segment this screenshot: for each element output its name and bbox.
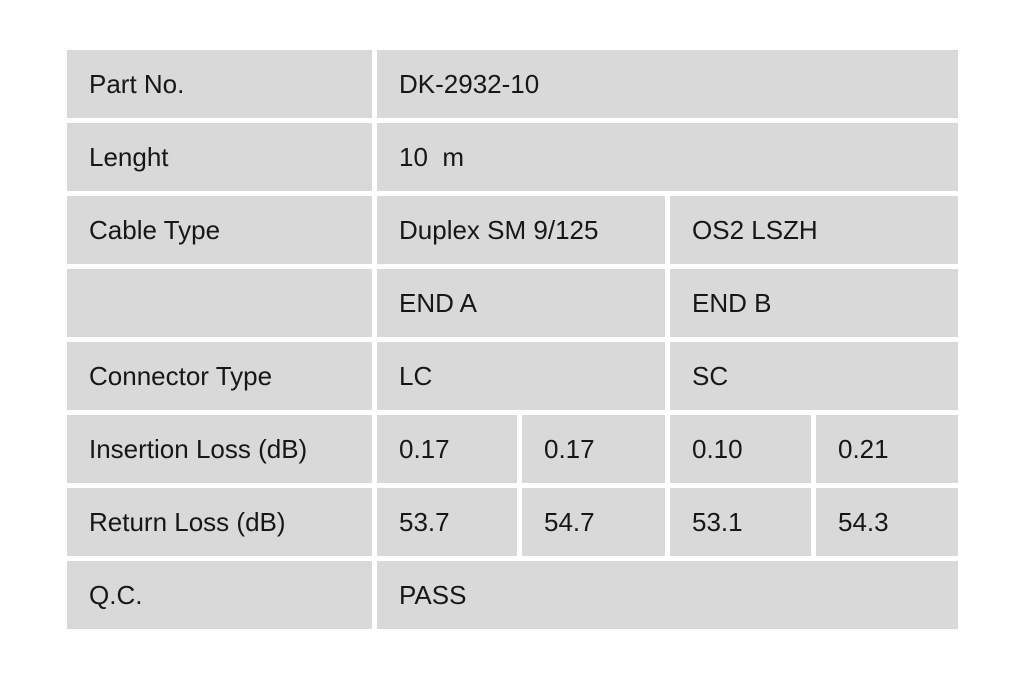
row-label-qc: Q.C. — [67, 561, 372, 629]
cell-end-b-header: END B — [670, 269, 958, 337]
cell-insertion-loss-b1: 0.10 — [670, 415, 811, 483]
cell-return-loss-a1: 53.7 — [377, 488, 517, 556]
cell-insertion-loss-a1: 0.17 — [377, 415, 517, 483]
row-label-return-loss: Return Loss (dB) — [67, 488, 372, 556]
row-label-part-no: Part No. — [67, 50, 372, 118]
cell-length-value: 10 m — [377, 123, 958, 191]
cell-qc-result: PASS — [377, 561, 958, 629]
cell-end-a-header: END A — [377, 269, 665, 337]
cell-connector-end-b: SC — [670, 342, 958, 410]
cell-insertion-loss-b2: 0.21 — [816, 415, 958, 483]
cell-return-loss-b1: 53.1 — [670, 488, 811, 556]
row-label-connector-type: Connector Type — [67, 342, 372, 410]
cell-cable-type-b: OS2 LSZH — [670, 196, 958, 264]
row-label-insertion-loss: Insertion Loss (dB) — [67, 415, 372, 483]
row-label-empty — [67, 269, 372, 337]
row-label-length: Lenght — [67, 123, 372, 191]
cell-cable-type-a: Duplex SM 9/125 — [377, 196, 665, 264]
cell-connector-end-a: LC — [377, 342, 665, 410]
cell-return-loss-a2: 54.7 — [522, 488, 665, 556]
cell-insertion-loss-a2: 0.17 — [522, 415, 665, 483]
cell-part-no-value: DK-2932-10 — [377, 50, 958, 118]
spec-table: Part No. DK-2932-10 Lenght 10 m Cable Ty… — [67, 50, 958, 629]
cell-return-loss-b2: 54.3 — [816, 488, 958, 556]
spec-table-grid: Part No. DK-2932-10 Lenght 10 m Cable Ty… — [67, 50, 958, 629]
row-label-cable-type: Cable Type — [67, 196, 372, 264]
